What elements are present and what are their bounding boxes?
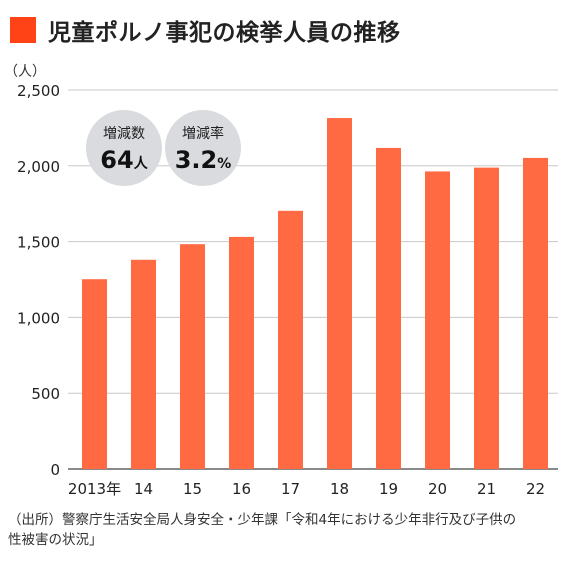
badge-label: 増減数: [103, 125, 145, 142]
title-marker-square: [10, 17, 36, 43]
x-tick-label: 19: [379, 480, 398, 498]
x-tick-label: 21: [477, 480, 496, 498]
change-badge: 増減数 64人: [86, 110, 162, 186]
x-tick-label: 2013年: [68, 480, 121, 498]
badge-label: 増減率: [182, 125, 224, 142]
y-tick-label: 2,000: [17, 158, 60, 176]
x-tick-label: 15: [183, 480, 202, 498]
badges: 増減数 64人 増減率 3.2%: [86, 110, 241, 186]
bar: [278, 210, 303, 469]
x-tick-label: 22: [526, 480, 545, 498]
bar: [376, 147, 401, 469]
badge-number: 3.2: [175, 146, 218, 174]
y-tick-label: 500: [31, 385, 60, 403]
y-tick-label: 1,500: [17, 234, 60, 252]
badge-value: 64人: [100, 146, 148, 174]
badge-circle: [165, 110, 241, 186]
y-tick-label: 0: [50, 461, 60, 479]
chart-title: 児童ポルノ事犯の検挙人員の推移: [48, 20, 401, 46]
change-badge: 増減率 3.2%: [165, 110, 241, 186]
x-tick-label: 20: [428, 480, 447, 498]
badge-unit: 人: [134, 155, 149, 172]
x-tick-labels: 2013年 14 15 16 17 18 19 20 21 22: [68, 480, 545, 498]
badge-value: 3.2%: [175, 146, 232, 174]
bar: [131, 259, 156, 469]
x-tick-label: 16: [232, 480, 251, 498]
x-tick-label: 17: [281, 480, 300, 498]
y-axis-unit-label: （人）: [4, 64, 46, 80]
badge-unit: %: [217, 156, 231, 172]
bar: [229, 236, 254, 469]
badge-number: 64: [100, 146, 133, 174]
bar-chart: （人） 0 500 1,000 1,500 2,000 2,500 2013年 14 15 16…: [4, 64, 558, 498]
source-line-2: 性被害の状況」: [8, 532, 103, 548]
y-tick-label: 1,000: [17, 309, 60, 327]
bar: [180, 244, 205, 469]
y-tick-labels: 0 500 1,000 1,500 2,000 2,500: [17, 82, 60, 479]
source-line-1: （出所）警察庁生活安全局人身安全・少年課「令和4年における少年非行及び子供の: [8, 512, 517, 528]
bar: [82, 279, 107, 469]
badge-circle: [86, 110, 162, 186]
bar: [425, 171, 450, 470]
bars: [82, 118, 548, 470]
x-tick-label: 18: [330, 480, 349, 498]
x-tick-label: 14: [134, 480, 153, 498]
source-note: （出所）警察庁生活安全局人身安全・少年課「令和4年における少年非行及び子供の 性…: [8, 510, 563, 550]
bar: [327, 118, 352, 470]
bar: [474, 167, 499, 469]
y-tick-label: 2,500: [17, 82, 60, 100]
chart-title-row: 児童ポルノ事犯の検挙人員の推移: [10, 8, 401, 52]
bar: [523, 157, 548, 469]
